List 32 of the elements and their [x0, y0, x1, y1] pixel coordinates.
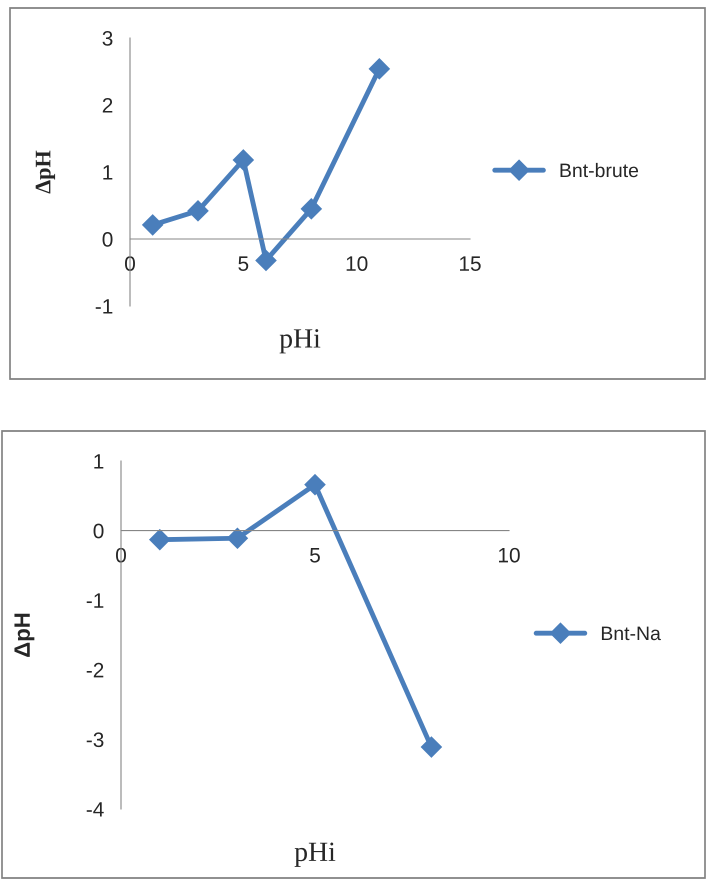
legend-label: Bnt-Na [602, 626, 661, 640]
x-tick-label: 10 [499, 548, 520, 563]
y-tick-label: -1 [86, 593, 104, 608]
y-tick-label: -3 [86, 732, 104, 748]
point [304, 474, 326, 496]
legend-label: Bnt-brute [560, 162, 638, 178]
y-tick-label: -1 [96, 299, 112, 314]
y-axis-title: ΔpH [14, 614, 34, 657]
y-tick-label: 3 [102, 31, 112, 46]
y-tick-label: 1 [103, 165, 112, 180]
point [149, 529, 170, 550]
point [187, 200, 209, 222]
y-tick-label: -2 [86, 662, 104, 678]
point [232, 149, 254, 170]
y-tick-label: 0 [102, 232, 113, 247]
point [300, 198, 322, 220]
x-tick-label: 5 [310, 548, 320, 563]
x-axis-title: pHi [280, 329, 320, 354]
y-tick-label: 0 [94, 524, 104, 538]
point [368, 58, 390, 80]
x-tick-label: 5 [238, 256, 248, 271]
x-tick-label: 15 [460, 256, 481, 271]
point [255, 250, 277, 271]
x-axis-title: pHi [294, 842, 336, 867]
point [420, 736, 442, 758]
x-tick-label: 10 [346, 256, 368, 271]
y-tick-label: 2 [102, 98, 112, 113]
y-tick-label: 1 [94, 454, 104, 469]
y-tick-label: -4 [86, 802, 104, 817]
y-axis-title: ΔpH [36, 150, 56, 194]
point [226, 528, 248, 549]
point [142, 214, 164, 236]
